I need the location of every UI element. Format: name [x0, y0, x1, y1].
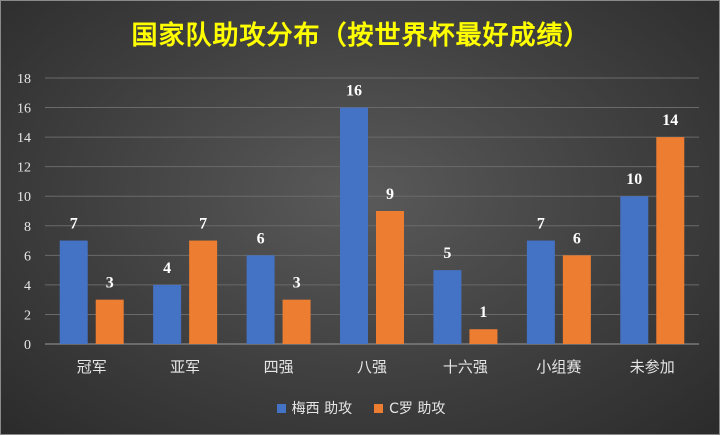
bar-ronaldo [95, 299, 124, 344]
bar-ronaldo [282, 299, 311, 344]
x-category-label: 十六强 [443, 358, 488, 376]
data-label: 1 [479, 304, 487, 321]
x-category-label: 四强 [264, 358, 294, 376]
y-tick-label: 10 [17, 190, 31, 205]
data-label: 3 [293, 275, 301, 292]
legend-swatch-ronaldo [374, 403, 384, 413]
bar-ronaldo [562, 255, 591, 344]
legend-label-ronaldo: C罗 助攻 [389, 401, 446, 417]
y-tick-label: 4 [24, 279, 31, 294]
bar-messi [620, 196, 649, 344]
bar-ronaldo [469, 329, 498, 344]
legend: 梅西 助攻 C罗 助攻 [1, 398, 720, 418]
gridlines [45, 77, 699, 345]
y-tick-label: 6 [24, 249, 31, 264]
y-axis-ticks: 0 2 4 6 8 10 12 14 16 18 [17, 72, 31, 353]
data-label: 7 [70, 216, 78, 233]
data-label: 10 [626, 171, 642, 188]
bar-messi [153, 284, 182, 344]
x-category-label: 亚军 [170, 358, 200, 376]
bar-messi [433, 270, 462, 344]
y-tick-label: 16 [17, 102, 31, 117]
data-label: 14 [662, 112, 678, 129]
data-label: 5 [443, 245, 451, 262]
bars [59, 107, 685, 344]
y-tick-label: 0 [24, 338, 31, 353]
data-label: 16 [346, 83, 362, 100]
data-label: 6 [257, 230, 265, 247]
bar-ronaldo [376, 211, 404, 344]
legend-item-messi: 梅西 助攻 [276, 398, 353, 418]
x-category-label: 冠军 [77, 358, 107, 376]
legend-swatch-messi [276, 403, 286, 413]
bar-messi [246, 255, 275, 344]
data-labels: 7 3 4 7 6 3 16 9 5 1 7 6 10 14 [70, 83, 679, 322]
bar-ronaldo [656, 137, 685, 344]
data-label: 7 [537, 216, 545, 233]
y-tick-label: 18 [17, 72, 31, 87]
data-label: 6 [573, 230, 581, 247]
chart-title: 国家队助攻分布（按世界杯最好成绩） [131, 21, 591, 51]
y-tick-label: 8 [24, 220, 31, 235]
y-tick-label: 12 [17, 161, 31, 176]
bar-messi [59, 240, 88, 344]
bar-messi [526, 240, 555, 344]
bar-ronaldo [189, 240, 218, 344]
x-category-label: 小组赛 [536, 358, 581, 376]
data-label: 4 [163, 260, 171, 277]
x-category-label: 未参加 [630, 358, 675, 376]
legend-label-messi: 梅西 助攻 [291, 401, 353, 417]
data-label: 3 [106, 275, 114, 292]
data-label: 9 [386, 186, 394, 203]
legend-item-ronaldo: C罗 助攻 [374, 398, 445, 418]
x-axis-categories: 冠军 亚军 四强 八强 十六强 小组赛 未参加 [77, 358, 675, 376]
y-tick-label: 2 [24, 308, 31, 323]
data-label: 7 [199, 216, 207, 233]
bar-messi [340, 107, 368, 344]
x-category-label: 八强 [357, 358, 387, 376]
y-tick-label: 14 [17, 131, 31, 146]
